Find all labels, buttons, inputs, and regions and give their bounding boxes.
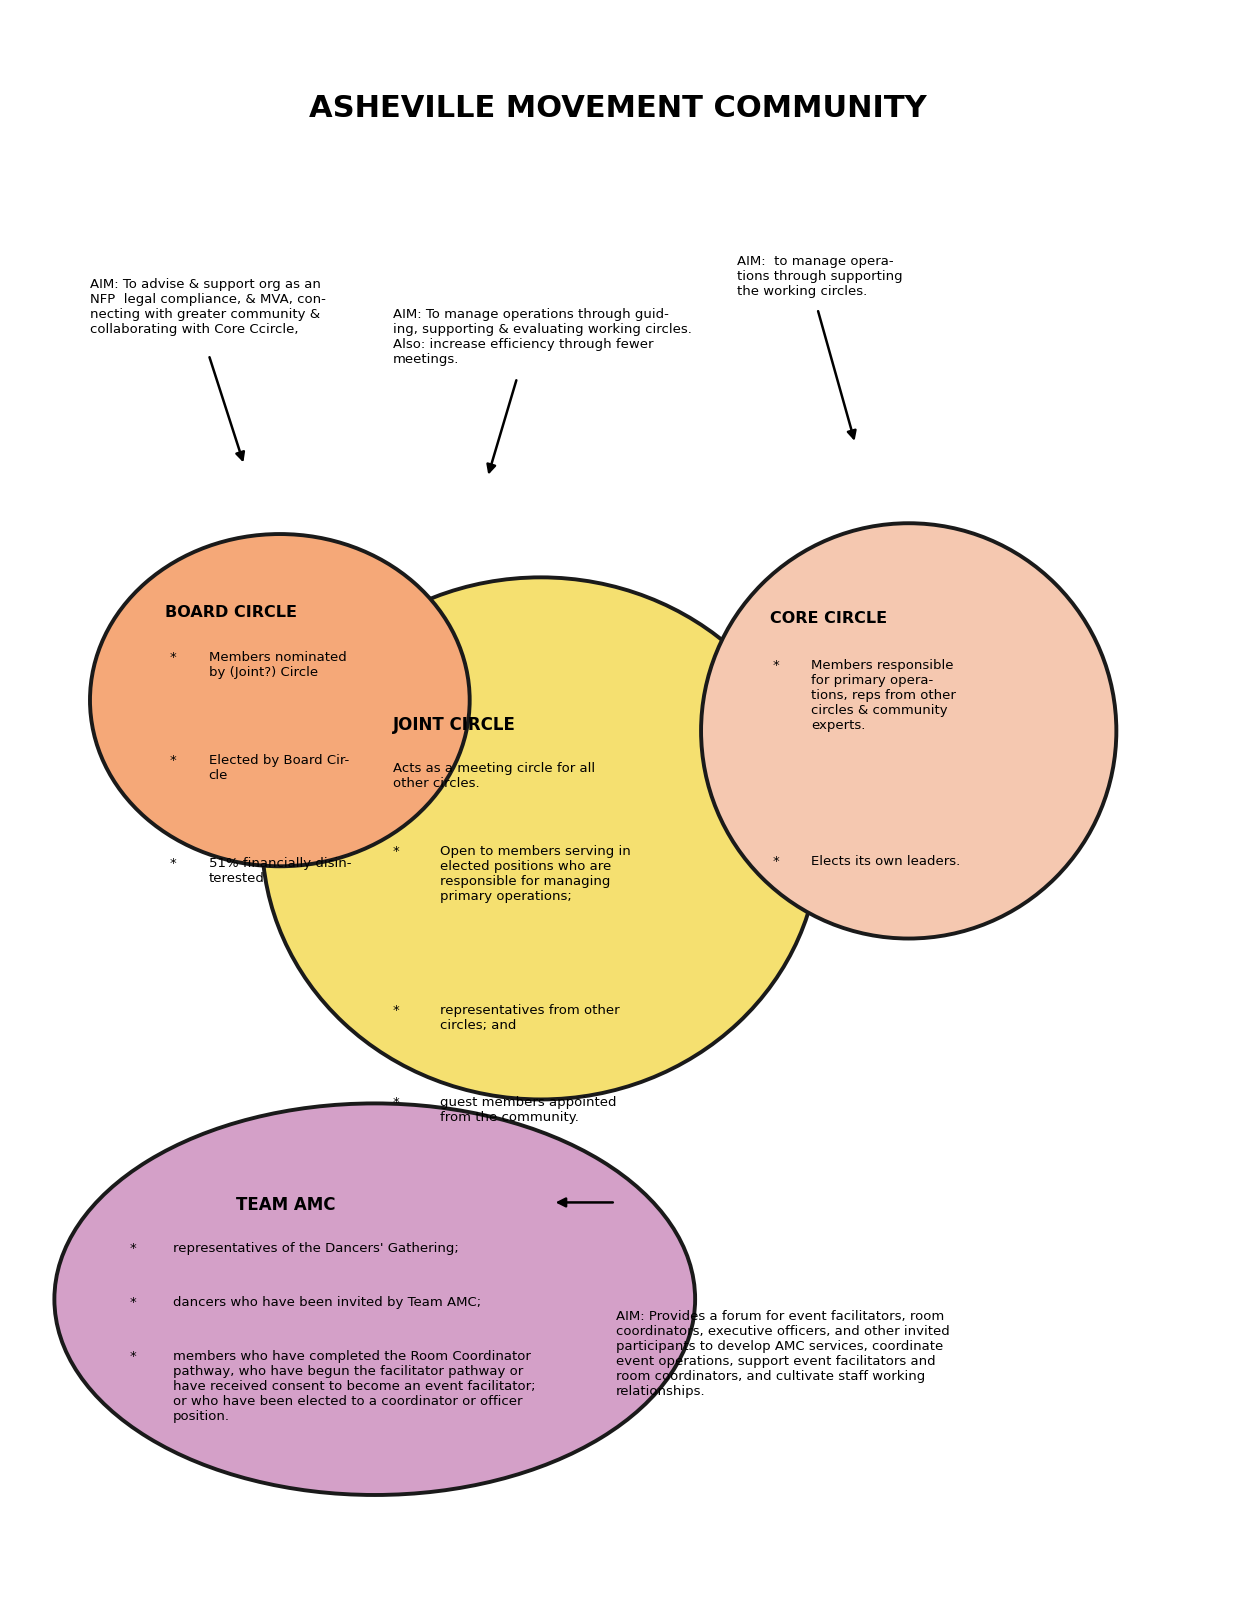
Text: *: * [393,1096,399,1109]
Text: *: * [169,754,177,766]
Ellipse shape [54,1104,695,1494]
Text: Acts as a meeting circle for all
other circles.: Acts as a meeting circle for all other c… [393,762,595,789]
Text: AIM: To advise & support org as an
NFP  legal compliance, & MVA, con-
necting wi: AIM: To advise & support org as an NFP l… [90,278,326,336]
Text: *: * [393,845,399,858]
Text: Elects its own leaders.: Elects its own leaders. [811,856,960,869]
Text: TEAM AMC: TEAM AMC [236,1197,335,1214]
Text: *: * [129,1296,136,1309]
Text: AIM: Provides a forum for event facilitators, room
coordinators, executive offic: AIM: Provides a forum for event facilita… [616,1310,949,1398]
Text: CORE CIRCLE: CORE CIRCLE [770,611,887,626]
Text: *: * [129,1242,136,1256]
Text: *: * [393,1005,399,1018]
Text: *: * [772,659,779,672]
Ellipse shape [262,578,819,1099]
Ellipse shape [90,534,470,866]
Ellipse shape [701,523,1116,939]
Text: AIM: To manage operations through guid-
ing, supporting & evaluating working cir: AIM: To manage operations through guid- … [393,309,691,366]
Text: *: * [129,1350,136,1363]
Text: representatives from other
circles; and: representatives from other circles; and [440,1005,619,1032]
Text: *: * [772,856,779,869]
Text: dancers who have been invited by Team AMC;: dancers who have been invited by Team AM… [173,1296,481,1309]
Text: Open to members serving in
elected positions who are
responsible for managing
pr: Open to members serving in elected posit… [440,845,630,902]
Text: Members responsible
for primary opera-
tions, reps from other
circles & communit: Members responsible for primary opera- t… [811,659,957,731]
Text: Members nominated
by (Joint?) Circle: Members nominated by (Joint?) Circle [209,651,346,678]
Text: *: * [169,651,177,664]
Text: representatives of the Dancers' Gathering;: representatives of the Dancers' Gatherin… [173,1242,459,1256]
Text: members who have completed the Room Coordinator
pathway, who have begun the faci: members who have completed the Room Coor… [173,1350,535,1422]
Text: 51% financially disin-
terested: 51% financially disin- terested [209,858,351,885]
Text: *: * [169,858,177,870]
Text: JOINT CIRCLE: JOINT CIRCLE [393,715,515,733]
Text: AIM:  to manage opera-
tions through supporting
the working circles.: AIM: to manage opera- tions through supp… [737,254,902,298]
Text: Elected by Board Cir-
cle: Elected by Board Cir- cle [209,754,349,782]
Text: ASHEVILLE MOVEMENT COMMUNITY: ASHEVILLE MOVEMENT COMMUNITY [309,94,927,123]
Text: BOARD CIRCLE: BOARD CIRCLE [164,605,297,619]
Text: guest members appointed
from the community.: guest members appointed from the communi… [440,1096,617,1125]
